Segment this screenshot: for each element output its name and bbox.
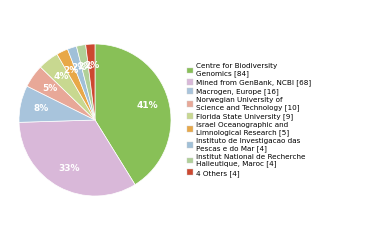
Wedge shape bbox=[57, 49, 95, 120]
Text: 2%: 2% bbox=[77, 62, 93, 71]
Wedge shape bbox=[19, 120, 135, 196]
Wedge shape bbox=[86, 44, 95, 120]
Text: 2%: 2% bbox=[64, 66, 79, 75]
Text: 5%: 5% bbox=[43, 84, 58, 93]
Wedge shape bbox=[40, 54, 95, 120]
Wedge shape bbox=[27, 67, 95, 120]
Text: 2%: 2% bbox=[84, 61, 99, 70]
Text: 8%: 8% bbox=[34, 104, 49, 113]
Wedge shape bbox=[95, 44, 171, 185]
Legend: Centre for Biodiversity
Genomics [84], Mined from GenBank, NCBI [68], Macrogen, : Centre for Biodiversity Genomics [84], M… bbox=[186, 62, 313, 178]
Wedge shape bbox=[19, 86, 95, 122]
Wedge shape bbox=[76, 45, 95, 120]
Text: 33%: 33% bbox=[59, 164, 80, 173]
Text: 2%: 2% bbox=[71, 63, 86, 72]
Text: 41%: 41% bbox=[137, 101, 158, 109]
Wedge shape bbox=[68, 46, 95, 120]
Text: 4%: 4% bbox=[54, 72, 69, 81]
